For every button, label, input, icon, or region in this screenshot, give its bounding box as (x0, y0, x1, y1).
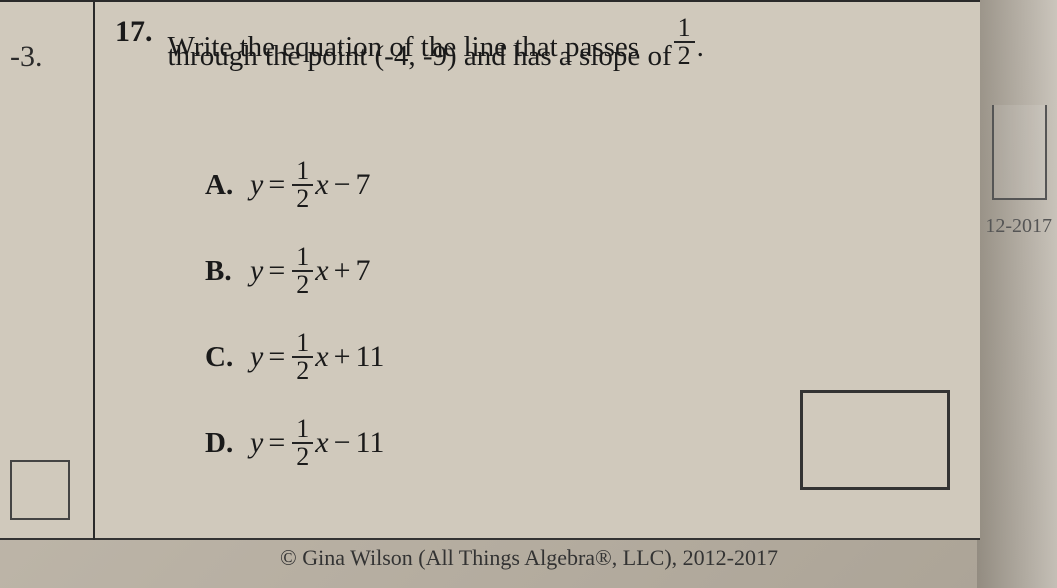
previous-question-fragment: -3. (10, 40, 43, 74)
previous-column: -3. (0, 0, 95, 540)
prompt-line-2: through the point (-4, -9) and has a slo… (168, 40, 672, 72)
answer-box[interactable] (800, 390, 950, 490)
question-text: Write the equation of the line that pass… (168, 15, 704, 108)
worksheet-page: -3. 17. Write the equation of the line t… (0, 0, 980, 540)
question-cell: 17. Write the equation of the line that … (95, 0, 980, 520)
choice-letter: D. (205, 427, 250, 460)
paper-stack-edge (977, 0, 1057, 588)
question-number: 17. (115, 15, 153, 49)
choice-equation: y= 12 x+7 (250, 244, 371, 298)
choice-letter: C. (205, 341, 250, 374)
previous-answer-box (10, 460, 70, 520)
choice-letter: A. (205, 169, 250, 202)
choice-equation: y= 12 x+11 (250, 330, 384, 384)
choice-letter: B. (205, 255, 250, 288)
choice-c[interactable]: C. y= 12 x+11 (205, 330, 955, 384)
question-prompt: 17. Write the equation of the line that … (115, 15, 955, 108)
choice-equation: y= 12 x−11 (250, 416, 384, 470)
prompt-period: . (697, 31, 704, 63)
adjacent-page-box (992, 105, 1047, 200)
adjacent-page-label: 12-2017 (985, 215, 1052, 238)
choice-equation: y= 12 x−7 (250, 158, 371, 212)
slope-fraction: 1 2 (674, 15, 695, 69)
choice-a[interactable]: A. y= 12 x−7 (205, 158, 955, 212)
copyright-text: © Gina Wilson (All Things Algebra®, LLC)… (280, 545, 778, 571)
choice-b[interactable]: B. y= 12 x+7 (205, 244, 955, 298)
